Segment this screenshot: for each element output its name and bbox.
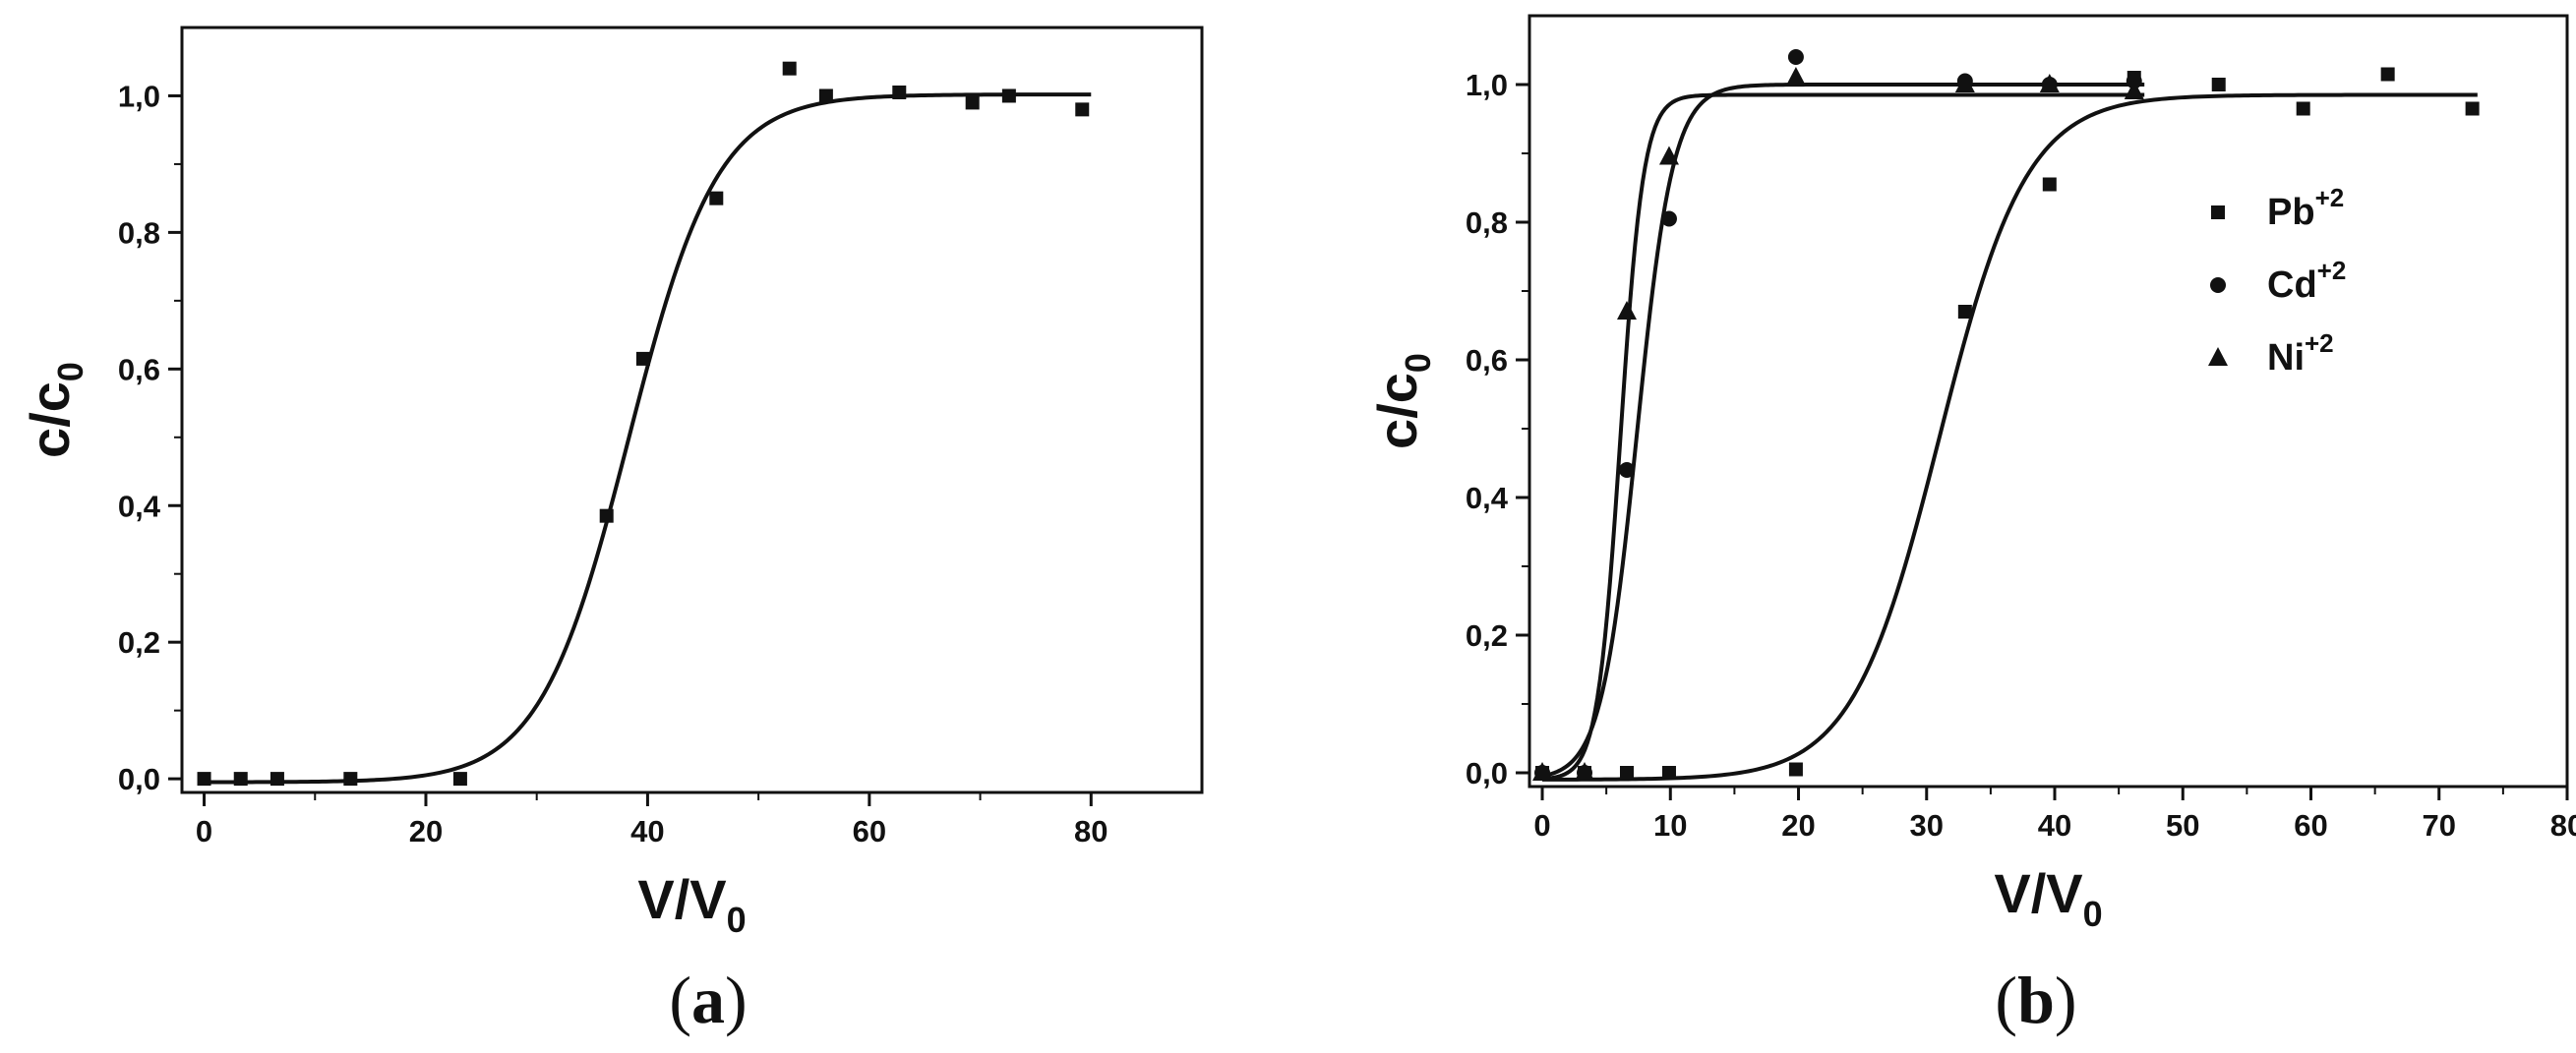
x-tick-label: 60 [853, 814, 886, 848]
data-point-square [1001, 88, 1016, 103]
data-point-square [709, 191, 724, 205]
data-point-square [1957, 305, 1972, 319]
data-point-square [2465, 101, 2480, 116]
y-tick-label: 0,6 [1466, 343, 1508, 378]
data-point-square [782, 61, 797, 76]
y-tick-label: 0,2 [1466, 618, 1508, 653]
x-tick-label: 60 [2294, 808, 2327, 843]
y-tick-label: 0,8 [118, 215, 160, 250]
data-point-square [2380, 67, 2395, 82]
x-tick-label: 80 [2550, 808, 2576, 843]
data-point-circle [1660, 210, 1677, 227]
data-point-triangle [1658, 146, 1679, 165]
x-tick-label: 40 [630, 814, 664, 848]
series-1 [197, 61, 1092, 787]
legend-label-pb: Pb+2 [2267, 183, 2344, 233]
data-point-triangle [2208, 347, 2228, 366]
data-point-square [1788, 762, 1803, 777]
data-point-square [635, 351, 650, 366]
data-point-triangle [1532, 762, 1553, 781]
chart-panel-b: 0 10 20 30 40 50 60 70 80 0,0 0,2 0,4 0,6 0,8 1,0 V/V0 c… [1366, 14, 2576, 1037]
series-pb [1535, 67, 2480, 782]
chart-panel-a: 0 20 40 60 80 0,0 0,2 0,4 0,6 0,8 1,0 V/V0 c/c0 (a) [19, 26, 1204, 1037]
x-tick-label: 20 [1781, 808, 1815, 843]
data-point-square [1075, 102, 1090, 117]
y-tick-label: 1,0 [118, 79, 160, 113]
x-axis-title: V/V0 [637, 868, 746, 940]
x-axis-title: V/V0 [1994, 862, 2102, 934]
data-point-square [2042, 177, 2057, 192]
y-tick-label: 0,4 [1466, 481, 1509, 515]
x-tick-label: 10 [1653, 808, 1687, 843]
fit-curve [1542, 92, 2478, 782]
x-tick-label: 0 [1533, 808, 1550, 843]
panel-caption: (a) [669, 963, 747, 1037]
legend-label-ni: Ni+2 [2267, 328, 2334, 379]
x-tick-label: 40 [2038, 808, 2071, 843]
data-point-triangle [1575, 762, 1595, 781]
legend-label-cd: Cd+2 [2267, 256, 2346, 306]
panel-caption: (b) [1995, 963, 2076, 1037]
plot-frame [1528, 14, 2569, 789]
series-cd [1534, 49, 2145, 781]
data-point-square [1661, 766, 1676, 780]
data-point-square [599, 508, 614, 523]
data-point-circle [1787, 49, 1804, 65]
fit-curve [1541, 92, 2145, 782]
data-point-square [2296, 101, 2310, 116]
data-point-circle [2210, 277, 2226, 293]
data-point-square [2211, 78, 2226, 91]
data-point-triangle [2124, 81, 2144, 99]
data-point-square [452, 772, 467, 787]
y-tick-label: 1,0 [1466, 68, 1508, 102]
data-point-square [892, 85, 907, 99]
y-axis-title: c/c0 [19, 362, 90, 458]
legend: Pb+2 Cd+2 Ni+2 [2208, 183, 2346, 379]
data-point-circle [1618, 462, 1635, 478]
y-axis-title: c/c0 [1366, 353, 1438, 449]
plot-frame [180, 26, 1204, 794]
data-point-triangle [1954, 74, 1975, 92]
data-point-triangle [1785, 67, 1806, 86]
data-point-triangle [2039, 74, 2060, 92]
fit-curve [204, 92, 1092, 785]
data-point-square [2211, 205, 2225, 219]
data-point-square [343, 772, 358, 787]
x-tick-label: 0 [196, 814, 212, 848]
x-tick-label: 70 [2423, 808, 2456, 843]
series-ni [1532, 67, 2145, 782]
data-point-square [1619, 766, 1634, 780]
data-point-square [233, 772, 248, 787]
data-point-square [818, 88, 833, 103]
data-point-triangle [1616, 301, 1637, 320]
y-tick-label: 0,0 [1466, 756, 1508, 790]
x-tick-label: 20 [409, 814, 443, 848]
y-tick-label: 0,8 [1466, 205, 1508, 240]
data-point-square [197, 772, 211, 787]
y-tick-label: 0,0 [118, 762, 160, 796]
data-point-square [270, 772, 284, 787]
data-point-square [965, 95, 980, 110]
x-tick-label: 50 [2166, 808, 2199, 843]
y-tick-label: 0,2 [118, 625, 160, 660]
x-tick-label: 80 [1074, 814, 1108, 848]
y-tick-label: 0,4 [118, 489, 161, 523]
y-tick-label: 0,6 [118, 352, 160, 386]
x-tick-label: 30 [1910, 808, 1944, 843]
